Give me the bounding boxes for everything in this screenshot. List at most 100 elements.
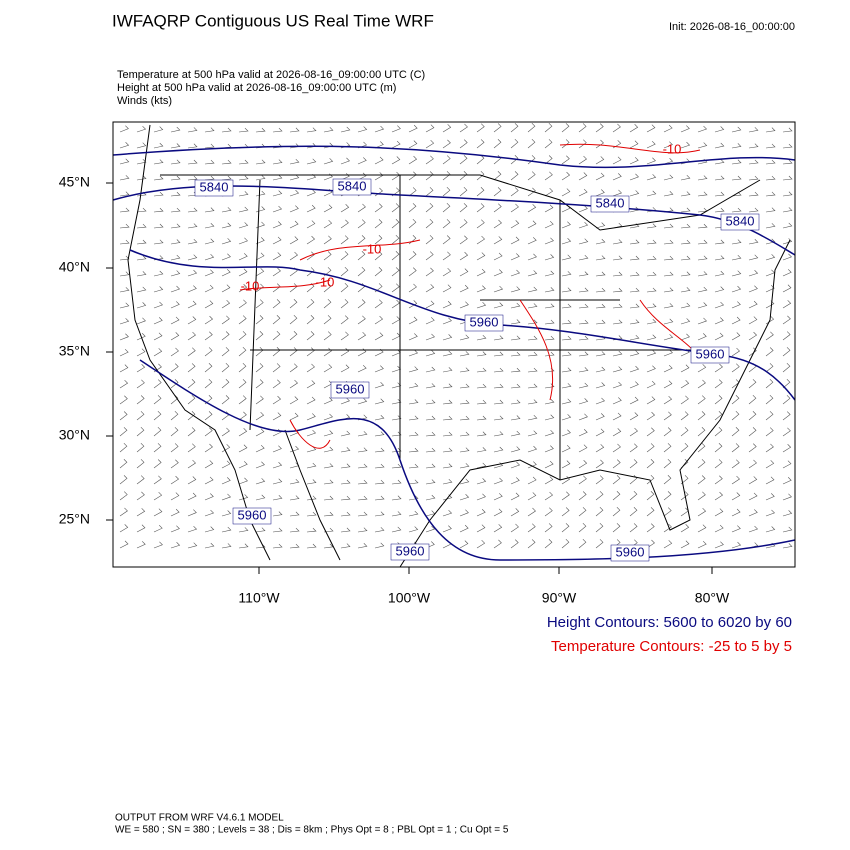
init-time: Init: 2026-08-16_00:00:00 <box>669 21 795 33</box>
field-label: Winds (kts) <box>117 95 172 107</box>
wind-barb <box>680 427 689 437</box>
wind-barb <box>289 299 298 309</box>
wind-barb <box>289 379 298 389</box>
wind-barb <box>340 479 351 485</box>
wind-barb <box>663 239 674 245</box>
wind-barb <box>374 156 384 165</box>
wind-barb <box>459 186 468 197</box>
wind-barb <box>425 124 435 133</box>
wind-barb <box>136 348 146 357</box>
wind-barb <box>255 379 264 389</box>
wind-barb <box>340 126 351 133</box>
wind-barb <box>544 204 554 213</box>
wind-barb <box>391 415 402 421</box>
wind-barb <box>374 267 383 277</box>
wind-barb <box>340 511 351 517</box>
wind-barb <box>136 508 146 517</box>
wind-barb <box>748 127 759 133</box>
height-label: 5840 <box>200 179 229 194</box>
wind-barb <box>697 442 706 453</box>
wind-barb <box>680 174 691 181</box>
wind-barb <box>714 411 723 421</box>
wind-barb <box>340 251 349 261</box>
wind-barb <box>748 239 759 245</box>
wind-barb <box>765 238 776 245</box>
wind-barb <box>561 171 571 181</box>
wind-barb <box>578 188 588 197</box>
wind-barb <box>561 271 572 277</box>
wind-barb <box>289 236 299 245</box>
wind-barb <box>748 459 757 469</box>
wind-barb <box>646 140 656 149</box>
wind-barb <box>306 446 317 453</box>
wind-barb <box>476 155 485 165</box>
wind-barb <box>595 459 604 469</box>
wind-barb <box>714 175 725 181</box>
wind-barb <box>442 383 453 389</box>
wind-barb <box>425 447 436 453</box>
wind-barb <box>527 123 536 133</box>
lat-label: 25°N <box>59 511 90 527</box>
wind-barb <box>238 527 249 533</box>
wind-barb <box>510 399 521 405</box>
wind-barb <box>612 156 622 165</box>
wind-barb <box>306 543 317 549</box>
wind-barb <box>340 219 349 229</box>
wind-barb <box>680 380 690 389</box>
wind-barb <box>493 399 504 405</box>
wind-barb <box>765 347 774 357</box>
wind-barb <box>323 413 334 421</box>
wind-barb <box>238 237 248 245</box>
wind-barb <box>561 221 571 229</box>
wind-barb <box>442 155 451 165</box>
wind-barb <box>187 363 196 373</box>
wind-barb <box>493 285 504 293</box>
wind-barb <box>578 507 587 517</box>
wind-barb <box>527 492 537 501</box>
wind-barb <box>578 139 587 149</box>
wind-barb <box>425 333 435 341</box>
wind-barb <box>714 459 723 469</box>
wind-barb <box>731 175 742 181</box>
wind-barb <box>153 270 164 277</box>
wind-barb <box>459 139 468 149</box>
wind-barb <box>119 302 130 309</box>
wind-barb <box>408 300 418 309</box>
wind-barb <box>459 383 470 389</box>
wind-barb <box>510 171 519 181</box>
wind-barb <box>391 365 402 373</box>
wind-barb <box>680 524 690 533</box>
wind-barb <box>391 234 400 245</box>
wind-barb <box>646 523 655 533</box>
wind-barb <box>459 155 468 165</box>
lon-axis: 110°W 100°W 90°W 80°W <box>238 567 730 606</box>
wind-barb <box>136 142 147 149</box>
wind-barb <box>510 351 521 357</box>
wind-barb <box>221 543 232 549</box>
wind-barb <box>204 443 213 453</box>
wind-barb <box>680 333 690 341</box>
wind-barb <box>782 543 793 549</box>
wind-barb <box>391 219 400 229</box>
wind-barb <box>595 444 605 453</box>
wind-barb <box>476 447 487 453</box>
wind-barb <box>493 493 503 501</box>
wind-barb <box>493 415 504 421</box>
wind-barb <box>204 331 213 341</box>
wind-barb <box>697 317 708 325</box>
wind-barb <box>714 126 725 133</box>
label-box <box>720 213 760 231</box>
wind-barb <box>663 507 672 517</box>
wind-barb <box>646 271 657 277</box>
wind-barb <box>170 223 181 229</box>
wind-barb <box>374 332 384 341</box>
wind-barb <box>425 463 436 469</box>
lat-label: 30°N <box>59 427 90 443</box>
wind-barb <box>663 411 672 421</box>
wind-barb <box>272 428 282 437</box>
legend-height: Height Contours: 5600 to 6020 by 60 <box>547 614 792 631</box>
temperature-label: -10 <box>316 274 335 289</box>
wind-barb <box>680 318 691 325</box>
wind-barb <box>714 541 724 549</box>
field-label: Temperature at 500 hPa valid at 2026-08-… <box>117 69 425 81</box>
